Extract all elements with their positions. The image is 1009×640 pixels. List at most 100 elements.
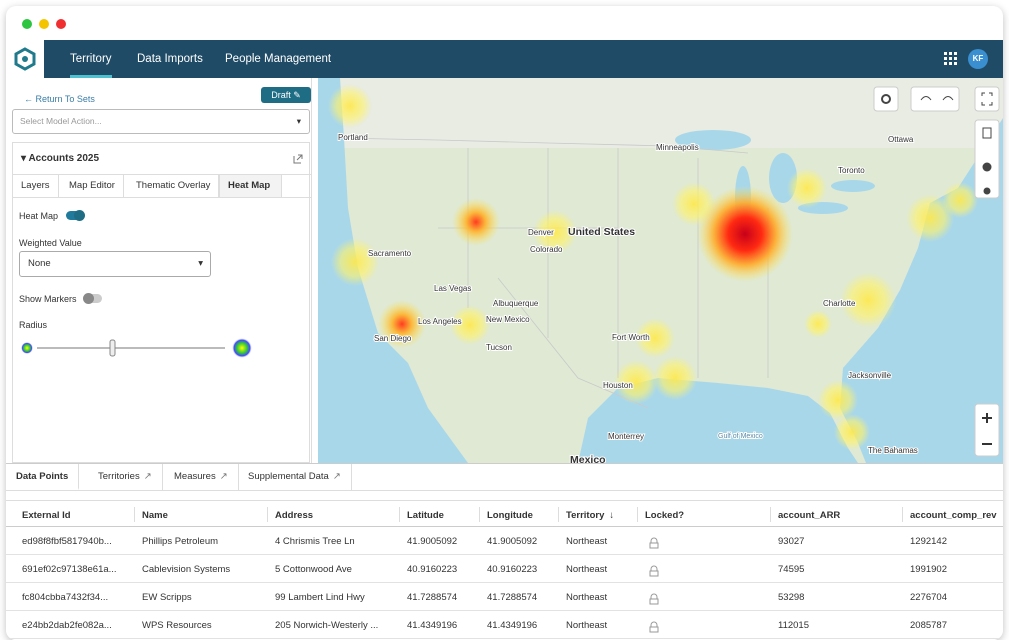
undo-redo[interactable] xyxy=(910,86,960,112)
table-cell: 41.7288574 xyxy=(407,592,458,603)
show-markers-toggle[interactable] xyxy=(83,293,102,304)
settings-button[interactable] xyxy=(873,86,899,112)
window-dot xyxy=(39,19,49,29)
table-cell: 1991902 xyxy=(910,564,947,575)
draft-button[interactable]: Draft ✎ xyxy=(261,87,311,103)
side-panel: ← Return To Sets Draft ✎ Select Model Ac… xyxy=(10,78,312,463)
weighted-value-select[interactable]: None ▾ xyxy=(19,251,211,277)
table-row[interactable]: ed98f8fbf5817940b... Phillips Petroleum 4 … xyxy=(6,527,1003,555)
map-label: The Bahamas xyxy=(868,446,918,455)
table-tab[interactable]: Measures ↗ xyxy=(164,464,239,490)
nav-tab[interactable]: Territory xyxy=(70,40,112,78)
column-header[interactable]: Locked? xyxy=(645,510,685,521)
map-label: Colorado xyxy=(530,245,563,254)
fullscreen-button[interactable] xyxy=(974,86,1000,112)
column-divider xyxy=(134,507,135,522)
map[interactable]: Portland Minneapolis Ottawa Toronto United S… xyxy=(318,78,1003,463)
table-cell: 2085787 xyxy=(910,620,947,631)
panel-tabs: Layers Map Editor Thematic Overlay Heat … xyxy=(13,174,311,198)
avatar[interactable]: KF xyxy=(968,49,988,69)
table-cell: 74595 xyxy=(778,564,805,575)
table-cell: 40.9160223 xyxy=(487,564,538,575)
table-cell: 41.4349196 xyxy=(407,620,458,631)
back-link[interactable]: ← Return To Sets xyxy=(24,94,95,104)
draft-text[interactable]: Draft xyxy=(271,90,291,100)
table-cell: 41.9005092 xyxy=(487,536,538,547)
section-text: Accounts 2025 xyxy=(28,153,100,164)
column-divider xyxy=(637,507,638,522)
table-cell: 93027 xyxy=(778,536,805,547)
table-tabs: Data Points Territories ↗ Measures ↗ Suppleme… xyxy=(6,464,1003,491)
column-header[interactable]: account_ARR xyxy=(778,510,841,521)
heat-layer xyxy=(328,84,978,450)
table-cell: Northeast xyxy=(566,592,608,603)
column-divider xyxy=(399,507,400,522)
map-label: Gulf of Mexico xyxy=(718,433,763,440)
table-cell: 53298 xyxy=(778,592,805,603)
model-action-select[interactable]: Select Model Action... ▾ xyxy=(12,109,310,134)
panel-tab[interactable]: Map Editor xyxy=(61,175,124,197)
map-label: Tucson xyxy=(486,343,512,352)
tool-buttons[interactable] xyxy=(974,119,1000,199)
nav-tab[interactable]: Data Imports xyxy=(137,53,203,65)
window-dot xyxy=(56,19,66,29)
external-icon[interactable] xyxy=(293,154,303,164)
section-title[interactable]: ▾ Accounts 2025 xyxy=(21,153,100,164)
heat-map-label: Heat Map xyxy=(19,211,59,221)
table-cell: Northeast xyxy=(566,536,608,547)
table-cell: 205 Norwich-Westerly ... xyxy=(275,620,379,631)
map-label: United States xyxy=(568,226,635,238)
panel-tab[interactable]: Thematic Overlay xyxy=(128,175,220,197)
column-divider xyxy=(267,507,268,522)
table-cell: 4 Chrismis Tree Ln xyxy=(275,536,355,547)
map-label: Los Angeles xyxy=(418,317,462,326)
column-header[interactable]: Name xyxy=(142,510,168,521)
column-divider xyxy=(479,507,480,522)
map-label: Mexico xyxy=(570,454,606,463)
column-header[interactable]: Latitude xyxy=(407,510,444,521)
table-tab[interactable]: Territories ↗ xyxy=(88,464,163,490)
radius-slider[interactable] xyxy=(19,336,259,360)
select-placeholder: Select Model Action... xyxy=(20,116,102,126)
map-label: New Mexico xyxy=(486,315,530,324)
heat-map-toggle[interactable] xyxy=(66,210,85,221)
column-header[interactable]: Address xyxy=(275,510,314,521)
column-header[interactable]: Territory ↓ xyxy=(566,510,615,521)
table-cell: e24bb2dab2fe082a... xyxy=(22,620,112,631)
table-cell: Northeast xyxy=(566,564,608,575)
map-label: Fort Worth xyxy=(612,333,650,342)
logo-box xyxy=(6,40,44,78)
lock-icon xyxy=(649,537,659,549)
panel-tab[interactable]: Layers xyxy=(13,175,59,197)
map-label: Houston xyxy=(603,381,633,390)
panel-tab[interactable]: Heat Map xyxy=(219,175,282,197)
zoom-control[interactable] xyxy=(974,403,1000,457)
section: ▾ Accounts 2025 Layers Map Editor Themat… xyxy=(12,142,311,463)
table-cell: EW Scripps xyxy=(142,592,192,603)
apps-icon[interactable] xyxy=(944,52,958,66)
table-tab[interactable]: Data Points xyxy=(6,464,80,490)
sort-icon: ↓ xyxy=(609,510,615,521)
table-row[interactable]: 691ef02c97138e61a... Cablevision Systems 5… xyxy=(6,555,1003,583)
table-tab[interactable]: Supplemental Data ↗ xyxy=(238,464,352,490)
column-header[interactable]: account_comp_rev xyxy=(910,510,997,521)
map-label: Minneapolis xyxy=(656,143,699,152)
table-cell: 40.9160223 xyxy=(407,564,458,575)
back-text[interactable]: Return To Sets xyxy=(35,94,95,104)
table-cell: Cablevision Systems xyxy=(142,564,231,575)
table-cell: 41.4349196 xyxy=(487,620,538,631)
lock-shape xyxy=(649,621,659,633)
data-table: Data Points Territories ↗ Measures ↗ Suppleme… xyxy=(6,463,1003,640)
table-row[interactable]: e24bb2dab2fe082a... WPS Resources 205 Norw… xyxy=(6,611,1003,639)
nav-tab[interactable]: People Management xyxy=(225,53,332,65)
map-label: Sacramento xyxy=(368,249,412,258)
table-cell: 41.7288574 xyxy=(487,592,538,603)
column-header[interactable]: Longitude xyxy=(487,510,533,521)
column-divider xyxy=(902,507,903,522)
column-header[interactable]: External Id xyxy=(22,510,71,521)
table-cell: 2276704 xyxy=(910,592,947,603)
external-icon: ↗ xyxy=(332,471,341,482)
table-row[interactable]: fc804cbba7432f34... EW Scripps 99 Lambert … xyxy=(6,583,1003,611)
table-cell: 1292142 xyxy=(910,536,947,547)
